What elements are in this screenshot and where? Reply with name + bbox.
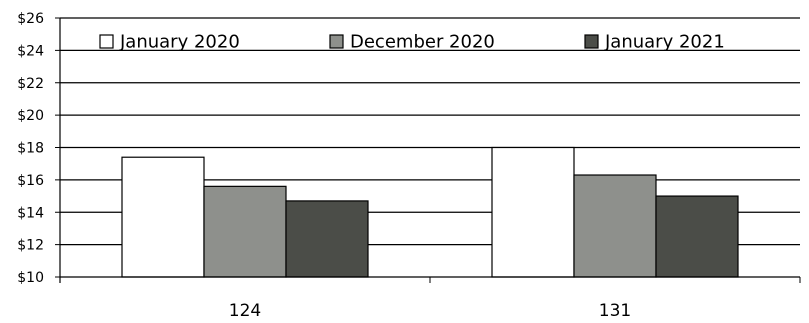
y-tick-label: $14	[17, 205, 44, 221]
bar	[491, 146, 575, 278]
x-tick-label: 131	[599, 301, 631, 321]
legend-label: December 2020	[350, 32, 495, 53]
bars	[121, 146, 739, 278]
x-axis-labels: 124 131	[229, 301, 631, 321]
bar	[203, 185, 287, 278]
bar	[285, 200, 369, 278]
y-tick-label: $26	[17, 11, 44, 27]
legend-label: January 2020	[119, 32, 240, 53]
y-tick-label: $24	[17, 43, 44, 59]
y-tick-label: $22	[17, 76, 44, 92]
bar	[655, 195, 739, 278]
y-tick-label: $18	[17, 141, 44, 157]
y-tick-label: $12	[17, 238, 44, 254]
axes	[59, 18, 801, 283]
y-tick-label: $10	[17, 270, 44, 286]
y-tick-label: $16	[17, 173, 44, 189]
y-axis-ticks: $10 $12 $14 $16 $18 $20 $22 $24 $26	[17, 11, 60, 286]
bar	[121, 156, 205, 278]
legend-label: January 2021	[604, 32, 725, 53]
legend-swatch	[99, 34, 114, 49]
legend-swatch	[584, 34, 599, 49]
x-tick-label: 124	[229, 301, 261, 321]
y-tick-label: $20	[17, 108, 44, 124]
bar	[573, 174, 657, 278]
legend-swatch	[329, 34, 344, 49]
legend: January 2020 December 2020 January 2021	[99, 32, 725, 53]
